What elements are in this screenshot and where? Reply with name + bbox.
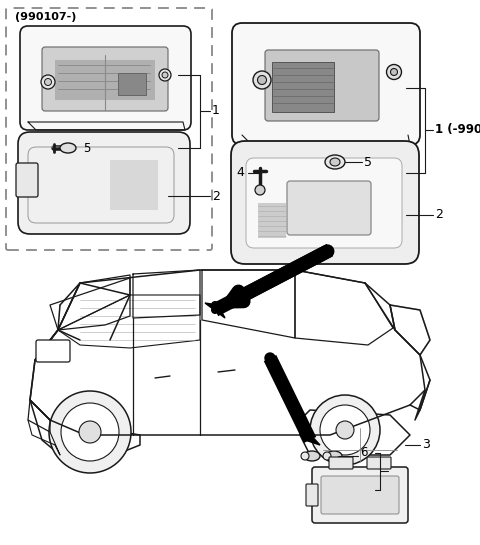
Ellipse shape: [211, 306, 219, 314]
Ellipse shape: [386, 64, 401, 80]
FancyBboxPatch shape: [367, 457, 391, 469]
FancyBboxPatch shape: [321, 476, 399, 514]
Text: 5: 5: [83, 142, 90, 154]
Ellipse shape: [61, 403, 119, 461]
Ellipse shape: [79, 421, 101, 443]
Ellipse shape: [49, 391, 131, 473]
Ellipse shape: [255, 185, 265, 195]
Polygon shape: [305, 432, 320, 445]
Ellipse shape: [301, 452, 309, 460]
FancyBboxPatch shape: [258, 203, 286, 238]
Text: (990107-): (990107-): [15, 12, 76, 22]
Ellipse shape: [304, 451, 320, 461]
Text: 1: 1: [212, 105, 220, 118]
FancyBboxPatch shape: [36, 340, 70, 362]
FancyBboxPatch shape: [18, 132, 190, 234]
Text: 5: 5: [364, 155, 372, 168]
Ellipse shape: [253, 71, 271, 89]
Ellipse shape: [60, 143, 76, 153]
FancyBboxPatch shape: [118, 73, 146, 95]
FancyBboxPatch shape: [42, 47, 168, 111]
Ellipse shape: [45, 78, 51, 86]
FancyBboxPatch shape: [231, 141, 419, 264]
Text: 1 (-990107): 1 (-990107): [435, 124, 480, 136]
FancyBboxPatch shape: [287, 181, 371, 235]
FancyBboxPatch shape: [312, 467, 408, 523]
Ellipse shape: [159, 69, 171, 81]
FancyBboxPatch shape: [55, 60, 155, 100]
FancyBboxPatch shape: [265, 50, 379, 121]
Ellipse shape: [330, 158, 340, 166]
FancyBboxPatch shape: [329, 457, 353, 469]
Ellipse shape: [41, 75, 55, 89]
Circle shape: [265, 353, 275, 363]
Ellipse shape: [391, 69, 397, 76]
FancyBboxPatch shape: [16, 163, 38, 197]
Polygon shape: [205, 303, 225, 318]
Text: 6: 6: [360, 446, 368, 459]
Ellipse shape: [325, 155, 345, 169]
Ellipse shape: [323, 452, 331, 460]
FancyBboxPatch shape: [110, 160, 158, 210]
FancyBboxPatch shape: [306, 484, 318, 506]
Ellipse shape: [257, 76, 266, 84]
Ellipse shape: [310, 395, 380, 465]
Ellipse shape: [326, 451, 342, 461]
FancyBboxPatch shape: [6, 8, 212, 250]
Text: 3: 3: [422, 439, 430, 451]
Text: 2: 2: [212, 190, 220, 203]
FancyBboxPatch shape: [232, 23, 420, 145]
Ellipse shape: [336, 421, 354, 439]
Text: 2: 2: [435, 209, 443, 221]
FancyBboxPatch shape: [246, 158, 402, 248]
FancyBboxPatch shape: [20, 26, 191, 130]
Text: 4: 4: [236, 167, 244, 179]
Ellipse shape: [162, 72, 168, 78]
Ellipse shape: [320, 405, 370, 455]
Ellipse shape: [211, 301, 219, 309]
FancyBboxPatch shape: [272, 62, 334, 112]
